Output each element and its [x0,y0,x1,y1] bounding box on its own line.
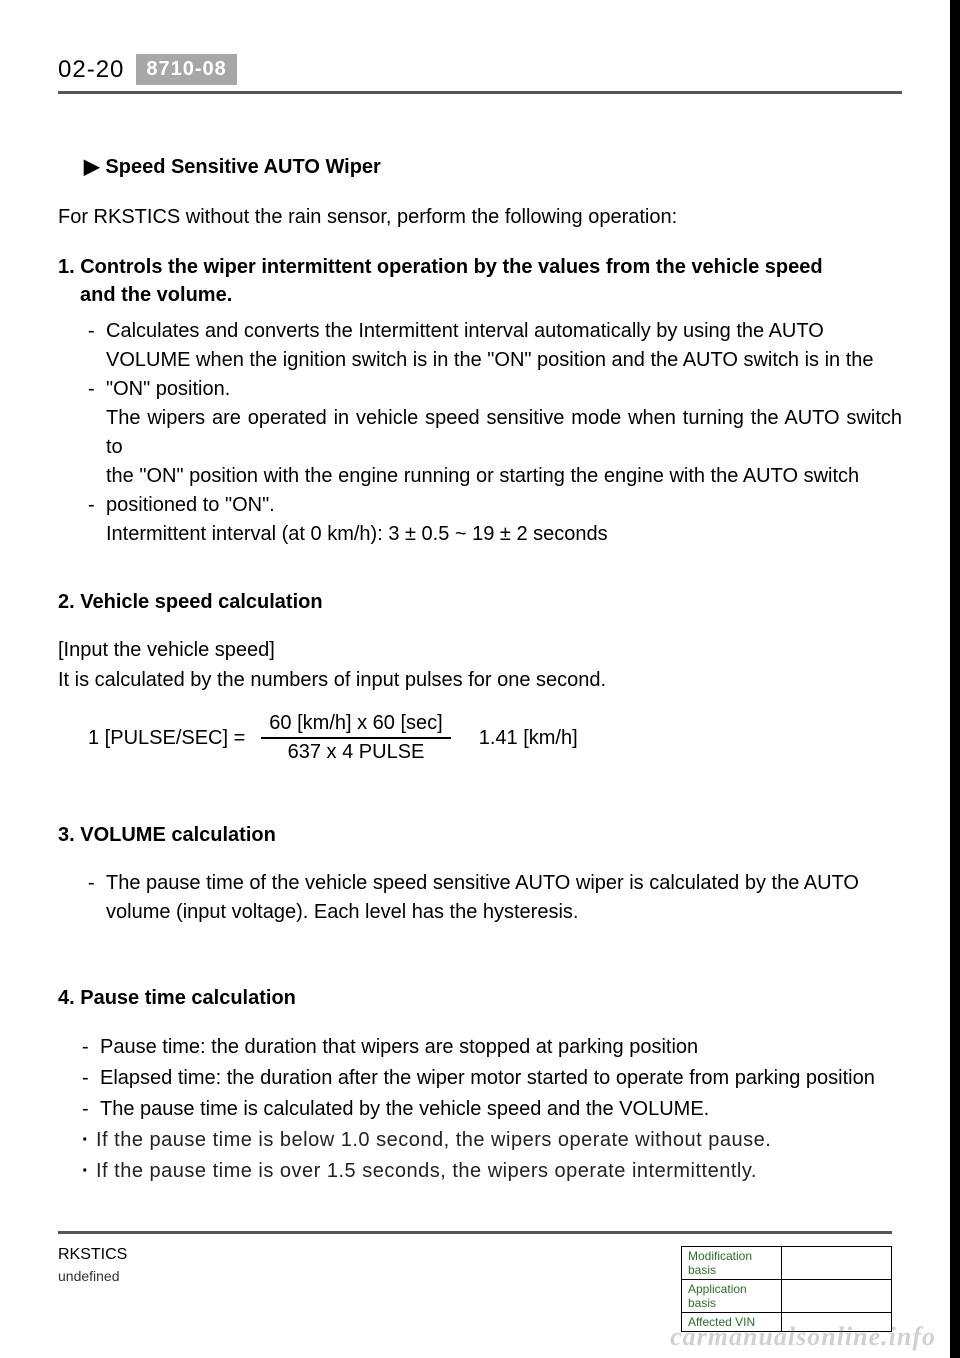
item1-heading: 1. Controls the wiper intermittent opera… [58,253,902,309]
page-header: 02-20 8710-08 [58,54,902,85]
page-number: 02-20 [58,56,124,84]
dash-icon: - [82,1094,100,1125]
header-rule [58,91,902,94]
dash-icon: - [88,491,106,549]
row-text: If the pause time is over 1.5 seconds, t… [96,1156,902,1187]
item4-heading: 4. Pause time calculation [58,987,902,1010]
bullet-line: Calculates and converts the Intermittent… [106,320,824,342]
item4-list: -Pause time: the duration that wipers ar… [58,1032,902,1187]
footer-rule [58,1231,892,1234]
footer-row: RKSTICS undefined Modification basis App… [58,1246,892,1332]
list-item: -The pause time is calculated by the veh… [82,1094,902,1125]
bullet-line: The wipers are operated in vehicle speed… [106,404,902,462]
code-badge: 8710-08 [136,54,236,85]
item2-heading: 2. Vehicle speed calculation [58,591,902,614]
table-row: Application basis [682,1280,892,1313]
page-footer: RKSTICS undefined Modification basis App… [58,1231,892,1332]
dot-icon: · [82,1156,96,1187]
item1-bullets: - Calculates and converts the Intermitte… [58,317,902,549]
list-item: -Pause time: the duration that wipers ar… [82,1032,902,1063]
bullet-text: The pause time of the vehicle speed sens… [106,869,902,927]
section-title-text: Speed Sensitive AUTO Wiper [105,156,380,178]
bullet-line: Intermittent interval (at 0 km/h): 3 ± 0… [106,520,902,549]
footer-model: RKSTICS [58,1246,127,1264]
item2-bracket: [Input the vehicle speed] [58,636,902,664]
bullet-line: positioned to "ON". [106,494,275,516]
bullet-line: The pause time of the vehicle speed sens… [106,872,859,894]
bullet-text: positioned to "ON". Intermittent interva… [106,491,902,549]
item3-bullets: - The pause time of the vehicle speed se… [58,869,902,927]
item1-heading-line1: 1. Controls the wiper intermittent opera… [58,256,823,278]
item1-heading-line2: and the volume. [58,281,902,309]
fraction-denominator: 637 x 4 PULSE [280,739,433,764]
table-label: Application basis [682,1280,782,1313]
footer-undefined: undefined [58,1268,127,1284]
right-edge-strip [950,0,960,1358]
list-item: - The pause time of the vehicle speed se… [88,869,902,927]
list-item: - positioned to "ON". Intermittent inter… [88,491,902,549]
row-text: The pause time is calculated by the vehi… [100,1094,902,1125]
list-item: -Elapsed time: the duration after the wi… [82,1063,902,1094]
footer-table: Modification basis Application basis Aff… [681,1246,892,1332]
arrow-icon: ▶ [84,154,99,179]
footer-left: RKSTICS undefined [58,1246,127,1284]
bullet-line: VOLUME when the ignition switch is in th… [106,346,902,375]
bullet-line: "ON" position. [106,378,230,400]
dash-icon: - [82,1032,100,1063]
table-label: Modification basis [682,1247,782,1280]
bullet-text: Calculates and converts the Intermittent… [106,317,902,375]
row-text: Elapsed time: the duration after the wip… [100,1063,902,1094]
item2-desc: It is calculated by the numbers of input… [58,666,902,694]
dot-icon: · [82,1125,96,1156]
list-item: - Calculates and converts the Intermitte… [88,317,902,375]
formula-row: 1 [PULSE/SEC] = 60 [km/h] x 60 [sec] 637… [88,712,902,764]
bullet-line: volume (input voltage). Each level has t… [106,898,902,927]
bullet-text: "ON" position. The wipers are operated i… [106,375,902,491]
item4-dot-rows: ·If the pause time is below 1.0 second, … [82,1125,902,1187]
bullet-line: the "ON" position with the engine runnin… [106,462,902,491]
intro-paragraph: For RKSTICS without the rain sensor, per… [58,203,902,231]
section-title: ▶ Speed Sensitive AUTO Wiper [58,154,902,179]
row-text: If the pause time is below 1.0 second, t… [96,1125,902,1156]
fraction-numerator: 60 [km/h] x 60 [sec] [261,712,450,737]
list-item: ·If the pause time is below 1.0 second, … [82,1125,902,1156]
table-value [782,1247,892,1280]
formula-rhs: 1.41 [km/h] [479,727,578,750]
item3-heading: 3. VOLUME calculation [58,824,902,847]
page-container: 02-20 8710-08 ▶ Speed Sensitive AUTO Wipe… [0,0,960,1358]
row-text: Pause time: the duration that wipers are… [100,1032,902,1063]
list-item: - "ON" position. The wipers are operated… [88,375,902,491]
formula-lhs: 1 [PULSE/SEC] = [88,727,245,750]
formula: 1 [PULSE/SEC] = 60 [km/h] x 60 [sec] 637… [58,712,902,764]
content-area: ▶ Speed Sensitive AUTO Wiper For RKSTICS … [58,154,902,1187]
list-item: ·If the pause time is over 1.5 seconds, … [82,1156,902,1187]
table-row: Modification basis [682,1247,892,1280]
fraction: 60 [km/h] x 60 [sec] 637 x 4 PULSE [261,712,450,764]
dash-icon: - [82,1063,100,1094]
dash-icon: - [88,869,106,927]
watermark: carmanualsonline.info [670,1322,936,1352]
dash-icon: - [88,375,106,491]
table-value [782,1280,892,1313]
dash-icon: - [88,317,106,375]
